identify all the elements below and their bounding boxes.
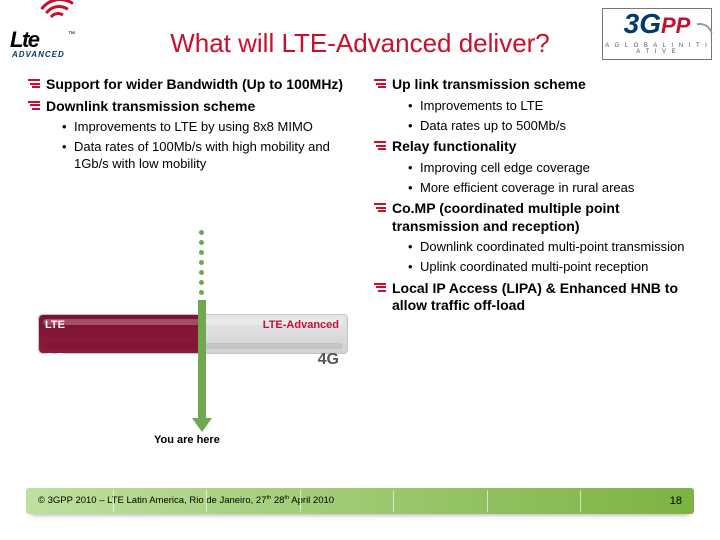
evolution-diagram: LTE 3G LTE-Advanced 4G You are here bbox=[38, 290, 358, 450]
footer-text: © 3GPP 2010 – LTE Latin America, Rio de … bbox=[38, 495, 334, 506]
footer-bar: © 3GPP 2010 – LTE Latin America, Rio de … bbox=[26, 488, 694, 514]
right-h1-uplink: Up link transmission scheme bbox=[374, 76, 708, 94]
band-label-3g: 3G bbox=[45, 351, 66, 369]
lte-wave-icon bbox=[36, 6, 84, 26]
left-bullet-rates: Data rates of 100Mb/s with high mobility… bbox=[28, 139, 368, 172]
right-bullet-ul-rate: Data rates up to 500Mb/s bbox=[374, 118, 708, 134]
right-column: Up link transmission scheme Improvements… bbox=[368, 76, 708, 319]
page-number: 18 bbox=[670, 495, 682, 507]
right-h1-relay: Relay functionality bbox=[374, 138, 708, 156]
left-bullet-mimo: Improvements to LTE by using 8x8 MIMO bbox=[28, 119, 368, 135]
right-bullet-relay-rural: More efficient coverage in rural areas bbox=[374, 180, 708, 196]
slide-title: What will LTE-Advanced deliver? bbox=[0, 28, 720, 59]
right-bullet-relay-edge: Improving cell edge coverage bbox=[374, 160, 708, 176]
right-bullet-comp-ul: Uplink coordinated multi-point reception bbox=[374, 259, 708, 275]
right-bullet-comp-dl: Downlink coordinated multi-point transmi… bbox=[374, 239, 708, 255]
right-h1-comp: Co.MP (coordinated multiple point transm… bbox=[374, 200, 708, 235]
band-label-lte-advanced: LTE-Advanced bbox=[263, 319, 339, 331]
band-label-4g: 4G bbox=[318, 351, 339, 369]
right-h1-lipa: Local IP Access (LIPA) & Enhanced HNB to… bbox=[374, 280, 708, 315]
evolution-band: LTE 3G LTE-Advanced 4G bbox=[38, 314, 348, 354]
slide-body: Support for wider Bandwidth (Up to 100MH… bbox=[28, 76, 708, 319]
you-are-here-label: You are here bbox=[154, 434, 220, 446]
band-label-lte: LTE bbox=[45, 319, 65, 331]
left-h1-bandwidth: Support for wider Bandwidth (Up to 100MH… bbox=[28, 76, 368, 94]
left-h1-downlink: Downlink transmission scheme bbox=[28, 98, 368, 116]
left-column: Support for wider Bandwidth (Up to 100MH… bbox=[28, 76, 368, 319]
right-bullet-ul-impr: Improvements to LTE bbox=[374, 98, 708, 114]
